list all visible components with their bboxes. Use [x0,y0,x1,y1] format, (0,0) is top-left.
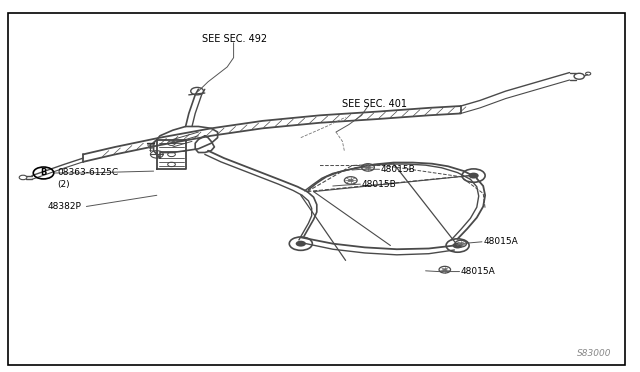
Circle shape [442,268,447,271]
Text: 48382P: 48382P [48,202,82,211]
Text: 48015A: 48015A [483,237,518,246]
Text: 48015B: 48015B [362,180,396,189]
Text: SEE SEC. 492: SEE SEC. 492 [202,34,267,44]
Text: 48015A: 48015A [461,267,495,276]
Text: SEE SEC. 401: SEE SEC. 401 [342,99,408,109]
Text: B: B [40,169,47,177]
Text: 48015B: 48015B [381,165,415,174]
Circle shape [452,243,463,248]
Circle shape [458,242,463,245]
Text: S83000: S83000 [577,349,611,358]
Circle shape [365,166,371,169]
Text: (2): (2) [58,180,70,189]
Circle shape [468,173,479,179]
Circle shape [348,179,354,182]
Circle shape [296,241,306,247]
Text: 08363-6125C: 08363-6125C [58,169,119,177]
